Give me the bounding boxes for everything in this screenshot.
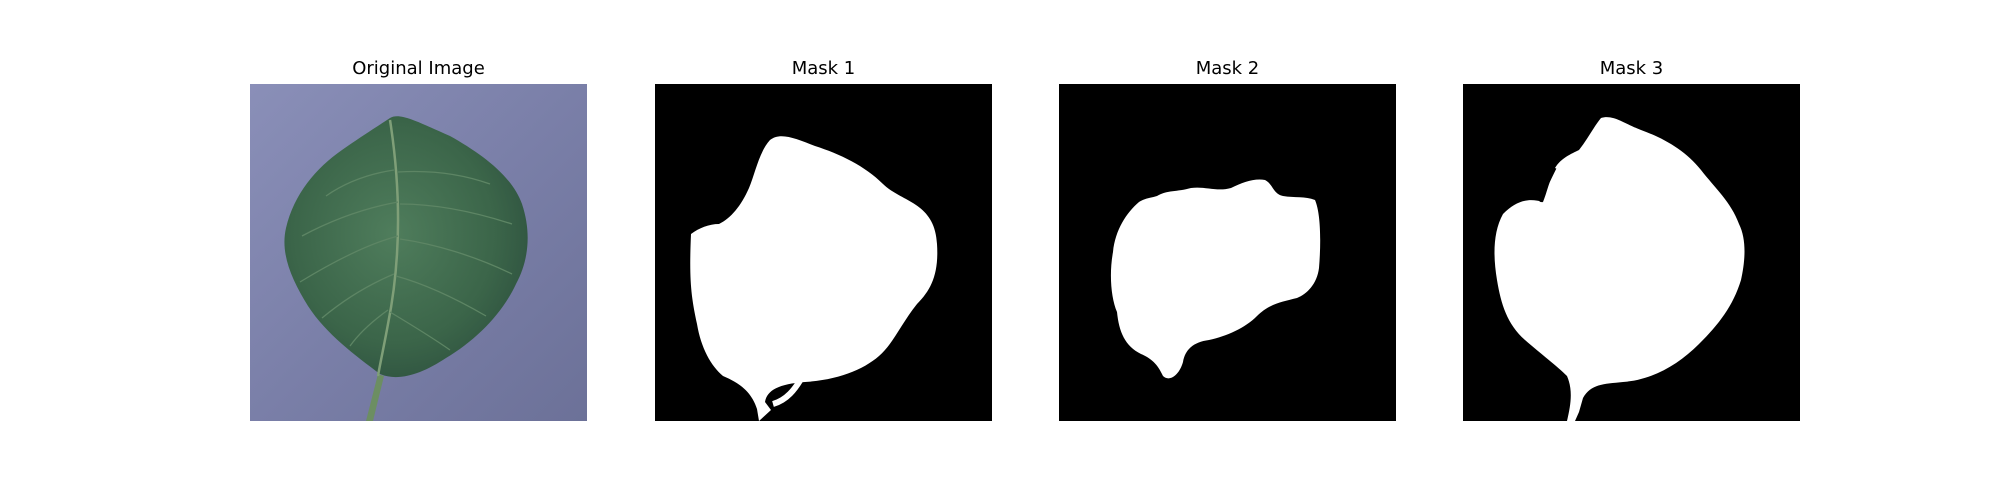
leaf-photo <box>250 84 587 421</box>
original-image-title: Original Image <box>352 58 485 79</box>
mask-2-panel <box>1059 84 1396 421</box>
original-image-panel <box>250 84 587 421</box>
mask-3-image <box>1463 84 1800 421</box>
mask-2-image <box>1059 84 1396 421</box>
mask-1-image <box>655 84 992 421</box>
mask-3-title: Mask 3 <box>1599 58 1664 79</box>
mask-1-title: Mask 1 <box>791 58 856 79</box>
mask-1-panel <box>655 84 992 421</box>
mask-3-panel <box>1463 84 1800 421</box>
mask-2-title: Mask 2 <box>1195 58 1260 79</box>
